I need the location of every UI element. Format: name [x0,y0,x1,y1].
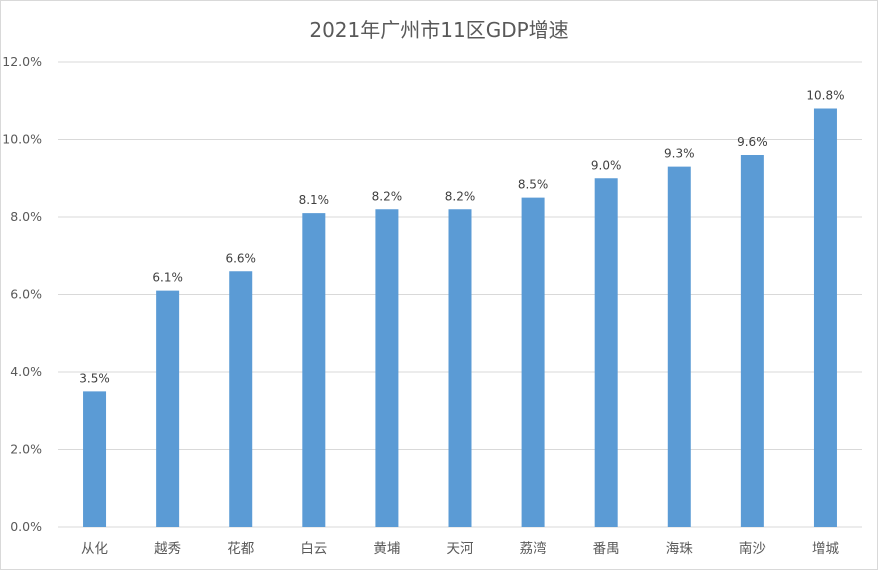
x-tick-label: 海珠 [666,541,694,557]
bar [375,209,399,527]
y-axis-tick-labels: 0.0% 2.0% 4.0% 6.0% 8.0% 10.0% 12.0% [2,54,42,534]
data-label: 8.2% [445,189,476,203]
x-tick-label: 增城 [812,541,839,557]
data-label: 6.1% [152,271,183,285]
chart-title: 2021年广州市11区GDP增速 [309,18,568,42]
y-tick-label: 10.0% [2,132,42,147]
data-label: 8.5% [518,178,549,192]
y-tick-label: 12.0% [2,54,42,69]
bar [594,178,618,527]
x-tick-label: 从化 [81,541,108,557]
gridlines [58,61,862,528]
x-tick-label: 番禺 [593,541,620,557]
data-label: 8.2% [372,189,403,203]
x-tick-label: 天河 [447,541,474,557]
bar [813,108,837,527]
data-label: 9.6% [737,135,768,149]
y-tick-label: 0.0% [10,519,42,534]
data-label: 6.6% [225,251,256,265]
y-tick-label: 4.0% [10,364,42,379]
data-label: 10.8% [806,89,844,103]
x-tick-label: 南沙 [739,541,766,557]
x-tick-label: 荔湾 [520,540,547,557]
data-label: 9.3% [664,147,695,161]
x-axis-tick-labels: 从化 越秀 花都 白云 黄埔 天河 荔湾 番禺 海珠 南沙 增城 [81,540,839,557]
y-tick-label: 6.0% [10,287,42,302]
bar [83,391,107,527]
bar [156,290,180,527]
data-label: 8.1% [299,193,330,207]
bar [740,155,764,527]
bar [521,197,545,527]
y-tick-label: 8.0% [10,209,42,224]
bar [448,209,472,527]
x-tick-label: 黄埔 [373,541,400,557]
bar [667,166,691,527]
x-tick-label: 越秀 [154,541,181,557]
bars [83,108,837,527]
data-labels: 3.5% 6.1% 6.6% 8.1% 8.2% 8.2% 8.5% 9.0% 9.3% 9.6%… [79,89,844,386]
data-label: 3.5% [79,371,110,385]
bar [229,271,253,527]
data-label: 9.0% [591,158,622,172]
x-tick-label: 白云 [300,541,327,557]
x-tick-label: 花都 [227,541,254,557]
y-tick-label: 2.0% [10,442,42,457]
bar [302,213,326,527]
